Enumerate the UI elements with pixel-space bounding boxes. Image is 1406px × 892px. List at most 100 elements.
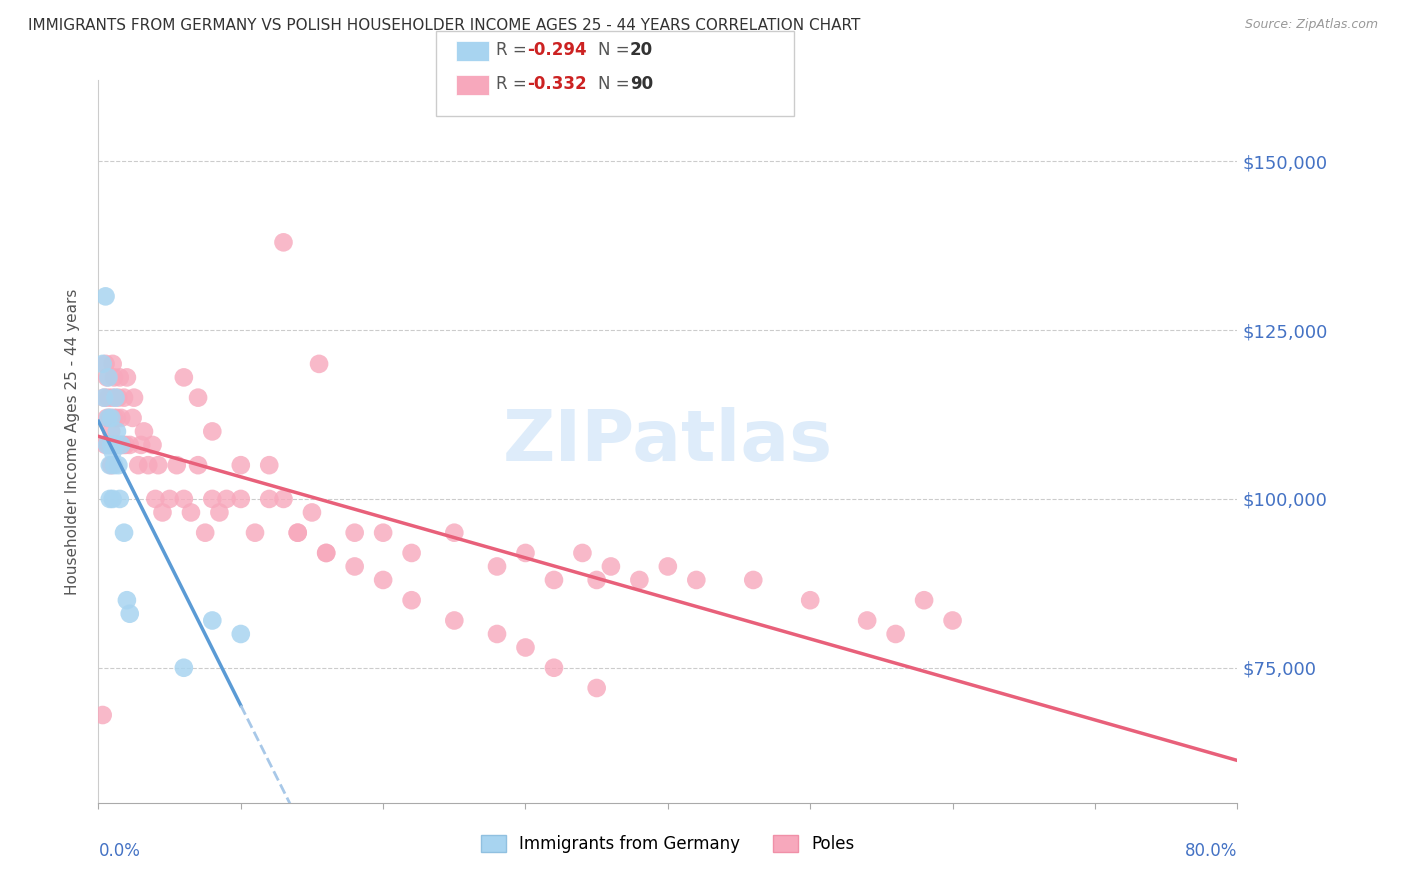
Point: [97, 411, 120, 425]
Text: IMMIGRANTS FROM GERMANY VS POLISH HOUSEHOLDER INCOME AGES 25 - 44 YEARS CORRELAT: IMMIGRANTS FROM GERMANY VS POLISH HOUSEH…: [28, 18, 860, 33]
Point: [103, 370, 125, 384]
Point: [401, 593, 423, 607]
Point: [94, 438, 117, 452]
Text: N =: N =: [598, 75, 634, 93]
Point: [159, 491, 181, 506]
Point: [91, 708, 114, 723]
Point: [443, 614, 465, 628]
Point: [96, 411, 118, 425]
Point: [301, 505, 323, 519]
Point: [93, 391, 115, 405]
Point: [91, 357, 114, 371]
Point: [259, 491, 281, 506]
Point: [742, 573, 765, 587]
Point: [201, 425, 224, 439]
Point: [107, 458, 129, 472]
Point: [308, 357, 330, 371]
Point: [94, 357, 117, 371]
Text: Source: ZipAtlas.com: Source: ZipAtlas.com: [1244, 18, 1378, 31]
Legend: Immigrants from Germany, Poles: Immigrants from Germany, Poles: [474, 828, 862, 860]
Point: [373, 525, 395, 540]
Point: [129, 438, 152, 452]
Point: [100, 458, 122, 472]
Point: [194, 525, 217, 540]
Point: [101, 391, 124, 405]
Point: [94, 289, 117, 303]
Point: [799, 593, 821, 607]
Point: [103, 458, 125, 472]
Point: [343, 559, 366, 574]
Point: [515, 546, 537, 560]
Point: [315, 546, 337, 560]
Point: [115, 370, 138, 384]
Point: [104, 391, 127, 405]
Point: [942, 614, 965, 628]
Point: [108, 370, 131, 384]
Point: [273, 491, 295, 506]
Point: [571, 546, 593, 560]
Point: [600, 559, 623, 574]
Point: [401, 546, 423, 560]
Point: [173, 491, 195, 506]
Point: [315, 546, 337, 560]
Point: [287, 525, 309, 540]
Point: [93, 391, 115, 405]
Point: [110, 411, 132, 425]
Point: [373, 573, 395, 587]
Point: [104, 438, 127, 452]
Point: [127, 458, 149, 472]
Point: [486, 627, 509, 641]
Point: [101, 357, 124, 371]
Point: [118, 438, 141, 452]
Point: [486, 559, 509, 574]
Point: [110, 438, 132, 452]
Point: [98, 458, 121, 472]
Point: [101, 444, 124, 458]
Point: [443, 525, 465, 540]
Point: [97, 370, 120, 384]
Point: [884, 627, 907, 641]
Point: [229, 491, 252, 506]
Point: [229, 627, 252, 641]
Text: 0.0%: 0.0%: [98, 842, 141, 860]
Point: [180, 505, 202, 519]
Point: [118, 607, 141, 621]
Text: 80.0%: 80.0%: [1185, 842, 1237, 860]
Point: [112, 391, 135, 405]
Point: [122, 391, 145, 405]
Point: [101, 491, 124, 506]
Point: [152, 505, 174, 519]
Point: [657, 559, 679, 574]
Text: 20: 20: [630, 41, 652, 59]
Point: [98, 438, 121, 452]
Point: [343, 525, 366, 540]
Point: [543, 573, 565, 587]
Point: [585, 681, 607, 695]
Point: [96, 370, 118, 384]
Point: [141, 438, 163, 452]
Text: R =: R =: [496, 75, 533, 93]
Point: [107, 391, 129, 405]
Point: [108, 491, 131, 506]
Text: -0.332: -0.332: [527, 75, 586, 93]
Point: [114, 438, 136, 452]
Point: [585, 573, 607, 587]
Point: [103, 411, 125, 425]
Point: [100, 411, 122, 425]
Point: [215, 491, 238, 506]
Point: [136, 458, 159, 472]
Text: 90: 90: [630, 75, 652, 93]
Text: N =: N =: [598, 41, 634, 59]
Point: [287, 525, 309, 540]
Text: ZIPatlas: ZIPatlas: [503, 407, 832, 476]
Point: [101, 438, 124, 452]
Point: [201, 491, 224, 506]
Point: [229, 458, 252, 472]
Point: [685, 573, 707, 587]
Point: [97, 438, 120, 452]
Point: [111, 438, 134, 452]
Point: [187, 391, 209, 405]
Point: [187, 458, 209, 472]
Point: [121, 411, 143, 425]
Point: [173, 661, 195, 675]
